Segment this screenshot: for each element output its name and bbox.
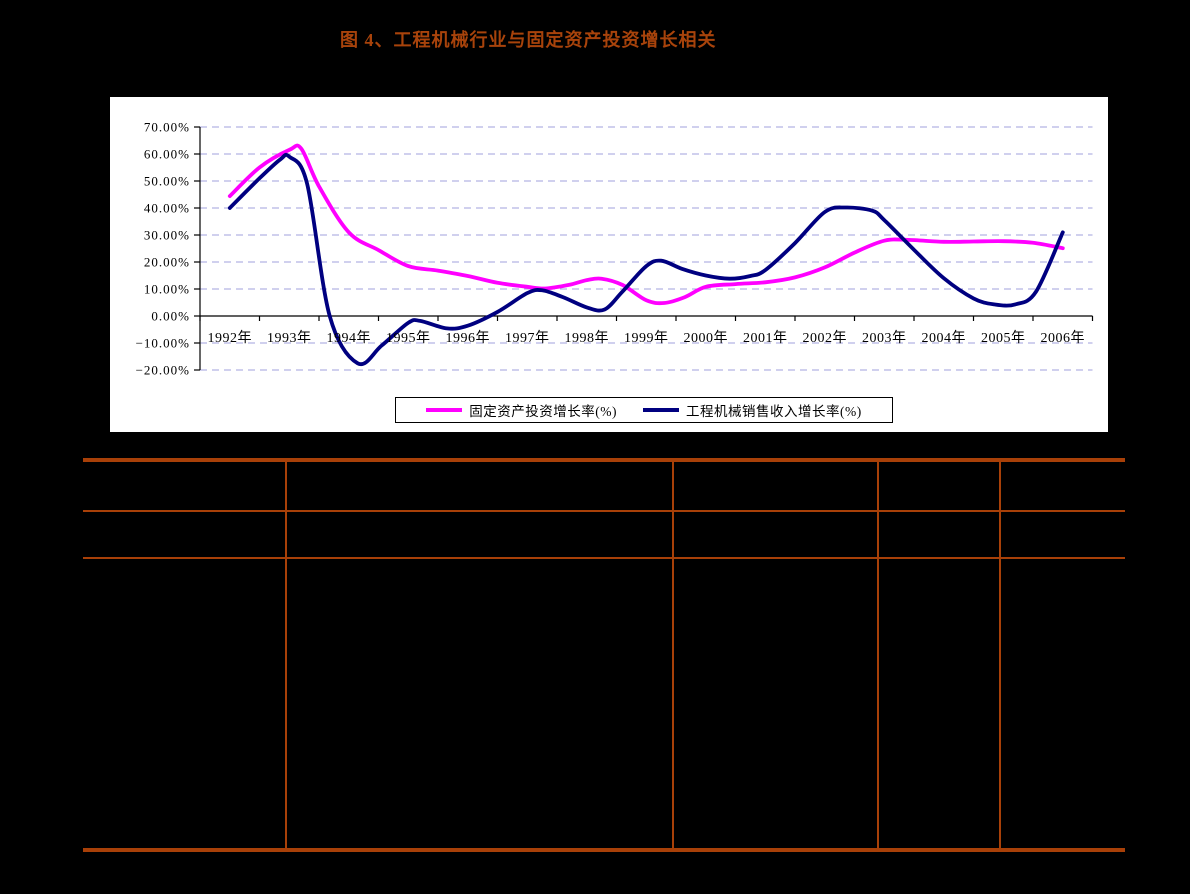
chart-area: 70.00% 60.00% 50.00% 40.00% 30.00% 20.00% 10.0… xyxy=(110,97,1108,432)
x-axis-tick-label: 2006年 xyxy=(1041,330,1086,346)
table-cell xyxy=(673,511,879,559)
legend-label-fixed-asset: 固定资产投资增长率(%) xyxy=(469,404,617,419)
x-axis-tick-label: 1995年 xyxy=(386,330,431,346)
x-axis-tick-label: 2001年 xyxy=(743,330,788,346)
legend-item-machinery: 工程机械销售收入增长率(%) xyxy=(643,400,862,420)
line-chart: 70.00% 60.00% 50.00% 40.00% 30.00% 20.00% 10.0… xyxy=(136,120,1094,378)
y-axis-tick-label: 30.00% xyxy=(144,228,190,243)
table-cell xyxy=(1000,460,1125,512)
table-row xyxy=(83,511,1125,559)
x-axis-tick-label: 1993年 xyxy=(267,330,312,346)
y-axis-tick-label: −20.00% xyxy=(136,363,190,378)
table-cell xyxy=(286,558,674,850)
table-cell xyxy=(1000,511,1125,559)
x-axis-labels: 1992年 1993年 1994年 1995年 1996年 1997年 1998年 1999年… xyxy=(208,330,1086,346)
legend-line-fixed-asset-icon xyxy=(426,408,463,412)
table-cell xyxy=(83,460,287,512)
table-row xyxy=(83,460,1125,512)
table-row xyxy=(83,558,1125,850)
chart-legend: 固定资产投资增长率(%) 工程机械销售收入增长率(%) xyxy=(395,397,893,423)
x-axis-tick-label: 2003年 xyxy=(862,330,907,346)
x-axis-tick-label: 1998年 xyxy=(565,330,610,346)
table-cell xyxy=(878,460,1001,512)
table-cell xyxy=(1000,558,1125,850)
data-table xyxy=(83,458,1125,852)
table-cell xyxy=(286,511,674,559)
table-cell xyxy=(673,558,879,850)
y-axis-tick-label: 20.00% xyxy=(144,255,190,270)
y-axis-tick-label: 10.00% xyxy=(144,282,190,297)
y-axis-tick-label: 70.00% xyxy=(144,120,190,135)
axes xyxy=(194,126,1094,371)
table-cell xyxy=(878,511,1001,559)
x-axis-tick-label: 1999年 xyxy=(624,330,669,346)
table-cell xyxy=(83,558,287,850)
table-cell xyxy=(673,460,879,512)
legend-line-machinery-icon xyxy=(643,408,679,412)
y-axis-tick-label: 50.00% xyxy=(144,174,190,189)
x-axis-tick-label: 1994年 xyxy=(327,330,372,346)
x-axis-tick-label: 2002年 xyxy=(803,330,848,346)
y-axis-tick-label: 40.00% xyxy=(144,201,190,216)
series-line-fixed-asset xyxy=(227,143,1065,306)
gridlines xyxy=(200,126,1093,371)
y-axis-tick-label: 60.00% xyxy=(144,147,190,162)
x-axis-tick-label: 2000年 xyxy=(684,330,729,346)
figure-title: 图 4、工程机械行业与固定资产投资增长相关 xyxy=(340,30,717,50)
table-cell xyxy=(286,460,674,512)
table-cell xyxy=(83,511,287,559)
y-axis-labels: 70.00% 60.00% 50.00% 40.00% 30.00% 20.00% 10.0… xyxy=(136,120,190,378)
y-axis-tick-label: 0.00% xyxy=(151,309,190,324)
table-cell xyxy=(878,558,1001,850)
x-axis-tick-label: 1996年 xyxy=(446,330,491,346)
x-axis-tick-label: 1992年 xyxy=(208,330,253,346)
x-axis-tick-label: 1997年 xyxy=(505,330,550,346)
y-axis-tick-label: −10.00% xyxy=(136,336,190,351)
x-axis-tick-label: 2005年 xyxy=(981,330,1026,346)
x-axis-tick-label: 2004年 xyxy=(922,330,967,346)
series-line-machinery xyxy=(227,152,1065,367)
legend-label-machinery: 工程机械销售收入增长率(%) xyxy=(686,404,862,419)
legend-item-fixed-asset: 固定资产投资增长率(%) xyxy=(426,400,617,420)
